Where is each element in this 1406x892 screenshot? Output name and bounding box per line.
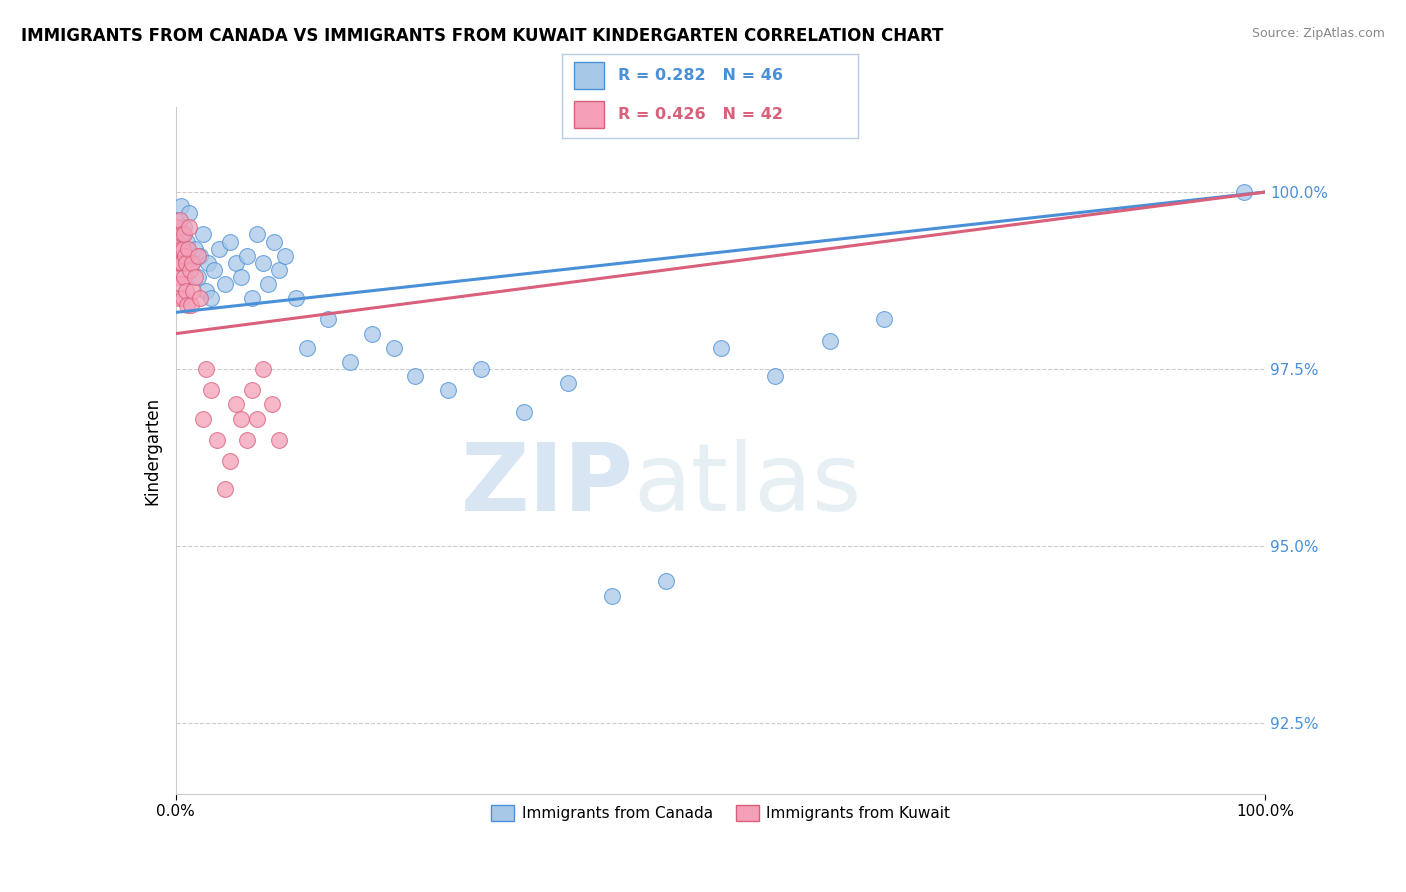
Point — [225, 256, 247, 270]
Point — [274, 249, 297, 263]
Point — [186, 249, 209, 263]
Point — [1233, 185, 1256, 199]
Point — [173, 220, 195, 235]
Point — [169, 213, 191, 227]
Point — [246, 227, 269, 242]
Point — [202, 263, 225, 277]
Point — [173, 270, 195, 285]
Point — [186, 270, 209, 285]
Point — [219, 454, 242, 468]
Point — [169, 256, 191, 270]
Point — [763, 369, 786, 384]
Point — [873, 312, 896, 326]
Point — [191, 227, 214, 242]
Point — [208, 242, 231, 256]
Point — [177, 242, 200, 256]
Point — [339, 355, 361, 369]
Text: ZIP: ZIP — [461, 439, 633, 531]
Point — [240, 291, 263, 305]
Point — [195, 284, 218, 298]
Point — [235, 433, 257, 447]
Point — [180, 298, 202, 312]
Point — [235, 249, 257, 263]
Point — [179, 263, 201, 277]
Point — [513, 404, 536, 418]
Point — [284, 291, 307, 305]
Point — [600, 589, 623, 603]
Point — [172, 227, 194, 242]
Point — [173, 227, 195, 242]
Point — [205, 433, 228, 447]
Point — [167, 235, 190, 249]
Point — [260, 397, 283, 411]
Text: atlas: atlas — [633, 439, 862, 531]
Point — [257, 277, 280, 291]
Point — [437, 384, 460, 398]
Point — [269, 433, 291, 447]
Point — [195, 362, 218, 376]
Point — [655, 574, 678, 589]
Point — [181, 284, 204, 298]
Point — [167, 270, 190, 285]
Point — [263, 235, 285, 249]
Point — [188, 291, 211, 305]
Point — [200, 291, 222, 305]
Point — [167, 213, 190, 227]
Point — [197, 256, 219, 270]
Point — [361, 326, 384, 341]
Point — [172, 256, 194, 270]
Text: R = 0.426   N = 42: R = 0.426 N = 42 — [619, 107, 783, 122]
Point — [219, 235, 242, 249]
Point — [170, 227, 193, 242]
Point — [172, 242, 194, 256]
Point — [176, 235, 198, 249]
Point — [184, 242, 207, 256]
Point — [167, 291, 190, 305]
Y-axis label: Kindergarten: Kindergarten — [143, 396, 162, 505]
Point — [174, 284, 197, 298]
Point — [818, 334, 841, 348]
Point — [318, 312, 340, 326]
Point — [405, 369, 427, 384]
FancyBboxPatch shape — [574, 101, 603, 128]
Text: IMMIGRANTS FROM CANADA VS IMMIGRANTS FROM KUWAIT KINDERGARTEN CORRELATION CHART: IMMIGRANTS FROM CANADA VS IMMIGRANTS FRO… — [21, 27, 943, 45]
Point — [184, 270, 207, 285]
Point — [174, 256, 197, 270]
Point — [295, 341, 318, 355]
Text: R = 0.282   N = 46: R = 0.282 N = 46 — [619, 68, 783, 83]
Point — [252, 362, 274, 376]
Point — [252, 256, 274, 270]
Point — [181, 256, 204, 270]
Point — [240, 384, 263, 398]
Point — [214, 277, 236, 291]
Point — [557, 376, 579, 391]
Point — [181, 256, 204, 270]
Point — [269, 263, 291, 277]
Text: Source: ZipAtlas.com: Source: ZipAtlas.com — [1251, 27, 1385, 40]
Point — [214, 483, 236, 497]
Point — [382, 341, 405, 355]
Point — [470, 362, 492, 376]
Point — [170, 199, 193, 213]
Point — [188, 249, 211, 263]
Point — [177, 220, 200, 235]
Point — [225, 397, 247, 411]
Point — [166, 256, 188, 270]
Point — [231, 270, 253, 285]
Point — [200, 384, 222, 398]
FancyBboxPatch shape — [574, 62, 603, 89]
Point — [172, 291, 194, 305]
Point — [169, 242, 191, 256]
Point — [170, 277, 193, 291]
Point — [246, 411, 269, 425]
Point — [176, 298, 198, 312]
Point — [174, 249, 197, 263]
Point — [231, 411, 253, 425]
Legend: Immigrants from Canada, Immigrants from Kuwait: Immigrants from Canada, Immigrants from … — [485, 799, 956, 828]
Point — [166, 220, 188, 235]
Point — [710, 341, 733, 355]
Point — [191, 411, 214, 425]
Point — [177, 206, 200, 220]
